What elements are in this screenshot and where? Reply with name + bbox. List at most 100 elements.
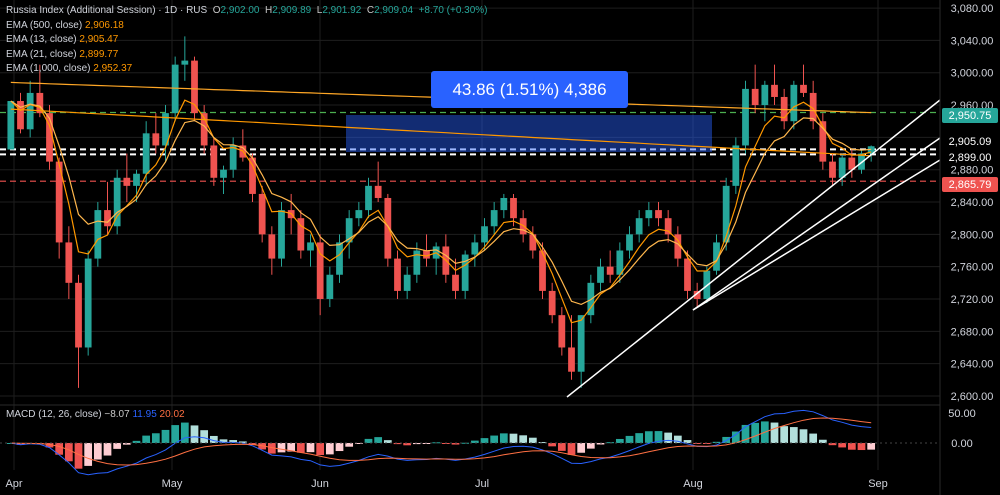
open-value: 2,902.00 xyxy=(220,5,260,16)
macd-histogram-bar xyxy=(374,437,383,443)
macd-histogram-bar xyxy=(770,422,779,443)
indicator-row[interactable]: EMA (21, close) 2,899.77 xyxy=(6,48,119,60)
low-value: 2,901.92 xyxy=(322,5,362,16)
symbol-title[interactable]: Russia Index (Additional Session) · 1D ·… xyxy=(6,5,208,16)
candle-body xyxy=(26,92,34,130)
macd-histogram-bar xyxy=(161,429,170,443)
candle-body xyxy=(46,113,53,162)
macd-histogram-bar xyxy=(248,443,257,445)
price-tag-ema500: 2,905.09 xyxy=(942,134,998,149)
y-tick-label: 2,840.00 xyxy=(951,197,994,209)
candle-body xyxy=(848,157,856,170)
macd-histogram-bar xyxy=(654,431,663,443)
candle-body xyxy=(345,218,353,243)
macd-histogram-bar xyxy=(673,435,682,443)
macd-histogram-bar xyxy=(45,443,54,448)
x-tick-label: May xyxy=(162,478,183,490)
candle-body xyxy=(142,133,150,174)
candle-body xyxy=(123,177,131,186)
candle-body xyxy=(645,210,653,219)
time-axis[interactable]: Apr May Jun Jul Aug Sep xyxy=(5,478,887,490)
candle-body xyxy=(674,234,682,259)
macd-histogram-bar xyxy=(838,443,847,448)
candle-body xyxy=(742,88,749,146)
candle-body xyxy=(790,84,798,122)
macd-histogram-bar xyxy=(867,443,876,450)
macd-histogram-bar xyxy=(383,440,392,443)
macd-histogram-bar xyxy=(354,443,363,444)
candle-body xyxy=(210,145,218,178)
measure-range-rect[interactable] xyxy=(346,115,712,152)
candle-body xyxy=(838,157,846,178)
macd-histogram-bar xyxy=(55,443,64,455)
x-tick-label: Aug xyxy=(683,478,703,490)
macd-histogram-bar xyxy=(345,443,354,447)
indicator-row[interactable]: EMA (13, close) 2,905.47 xyxy=(6,34,119,45)
macd-histogram-bar xyxy=(451,443,460,445)
macd-histogram-bar xyxy=(258,443,267,450)
candle-body xyxy=(355,210,363,219)
macd-histogram-bar xyxy=(335,443,344,452)
trendline-1[interactable] xyxy=(566,99,941,398)
macd-tick-label: 0.00 xyxy=(951,438,972,450)
macd-histogram-bar xyxy=(316,443,325,456)
candle-body xyxy=(635,218,643,235)
candle-body xyxy=(65,242,73,283)
macd-histogram-bar xyxy=(93,443,102,460)
macd-histogram-bar xyxy=(741,424,750,443)
candle-body xyxy=(336,242,343,275)
trendline-2[interactable] xyxy=(692,137,941,311)
macd-histogram-bar xyxy=(722,436,731,443)
candle-body xyxy=(162,113,169,146)
trendlines[interactable] xyxy=(566,99,941,398)
candle-body xyxy=(461,254,469,291)
price-tag-ema21: 2,899.00 xyxy=(942,150,998,165)
candle-body xyxy=(316,242,324,299)
macd-label: MACD (12, 26, close) xyxy=(6,409,102,420)
high-value: 2,909.89 xyxy=(272,5,312,16)
macd-histogram-bar xyxy=(16,443,25,445)
macd-histogram-bar xyxy=(403,443,412,446)
macd-histogram-bar xyxy=(190,425,199,443)
candle-body xyxy=(664,218,672,235)
candle-body xyxy=(597,266,604,283)
macd-histogram-bar xyxy=(113,443,122,449)
macd-histogram-bar xyxy=(586,443,595,449)
macd-histogram-bar xyxy=(364,438,373,443)
candle-body xyxy=(403,274,411,291)
macd-histogram-bar xyxy=(857,443,866,451)
macd-histogram-bar xyxy=(528,437,537,443)
indicator-row[interactable]: EMA (1,000, close) 2,952.37 xyxy=(6,63,133,74)
candle-body xyxy=(413,250,421,275)
macd-histogram-bar xyxy=(74,443,83,469)
macd-histogram-bar xyxy=(219,439,228,443)
candle-body xyxy=(249,157,256,194)
price-axis[interactable]: 3,080.003,040.003,000.002,960.002,920.00… xyxy=(948,3,993,450)
candle-body xyxy=(268,234,276,259)
trendline-3[interactable] xyxy=(692,159,941,311)
macd-histogram-bar xyxy=(693,443,702,444)
candle-body xyxy=(722,185,730,243)
candle-body xyxy=(761,84,769,106)
measure-label[interactable]: 43.86 (1.51%) 4,386 xyxy=(431,71,628,108)
macd-histogram-bar xyxy=(151,433,160,443)
macd-histogram-bar xyxy=(519,435,528,443)
macd-histogram-bar xyxy=(509,433,518,443)
x-tick-label: Sep xyxy=(868,478,888,490)
candle-body xyxy=(104,210,111,227)
macd-histogram-bar xyxy=(103,443,112,456)
candle-body xyxy=(75,282,82,348)
macd-tick-label: 50.00 xyxy=(948,408,976,420)
candle-body xyxy=(751,88,759,106)
candle-body xyxy=(229,145,237,170)
y-tick-label: 2,680.00 xyxy=(951,326,994,338)
candle-body xyxy=(800,84,807,93)
candle-body xyxy=(809,92,817,122)
x-tick-label: Jun xyxy=(311,478,329,490)
indicator-row[interactable]: EMA (500, close) 2,906.18 xyxy=(6,19,124,31)
macd-legend[interactable]: MACD (12, 26, close) −8.07 11.95 20.02 xyxy=(6,409,185,420)
x-tick-label: Jul xyxy=(475,478,489,490)
candle-body xyxy=(548,290,556,316)
candle-body xyxy=(568,347,575,372)
